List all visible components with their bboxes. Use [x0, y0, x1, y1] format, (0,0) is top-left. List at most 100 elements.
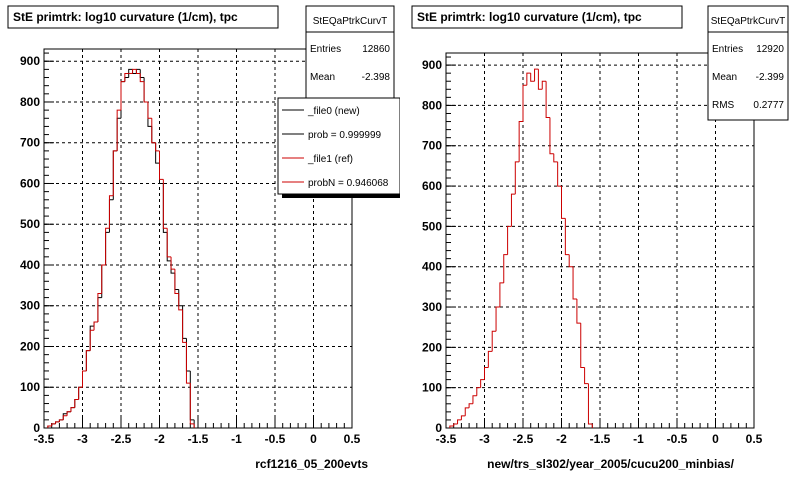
histogram-bin — [491, 330, 497, 352]
histogram-bin — [155, 142, 160, 152]
histogram-bin — [526, 72, 531, 86]
legend: _file0 (new) prob = 0.999999 _file1 (ref) p… — [277, 97, 400, 198]
histogram-bin — [576, 298, 581, 324]
x-tick-label: -0.5 — [667, 432, 688, 446]
histogram-bin — [47, 425, 52, 428]
x-axis-label: new/trs_sl302/year_2005/cucu200_minbias/ — [487, 457, 734, 471]
histogram-bin — [580, 323, 585, 369]
stats-mean-label: Mean — [310, 72, 335, 83]
stats-entries-value: 12860 — [362, 44, 390, 55]
histogram-bin — [568, 254, 574, 268]
histogram-bin — [537, 69, 543, 90]
histogram-bin — [128, 68, 133, 78]
histogram-bin — [189, 383, 195, 425]
y-tick-label: 900 — [422, 58, 442, 72]
histogram-bin — [549, 117, 554, 155]
legend-frame — [277, 97, 400, 195]
x-tick-label: -2 — [556, 432, 567, 446]
histogram-bin — [522, 84, 527, 122]
y-tick-label: 200 — [422, 340, 442, 354]
histogram-bin — [85, 350, 91, 371]
histogram-bin — [135, 69, 141, 74]
histogram-bin — [534, 68, 539, 82]
histogram-bin — [74, 398, 79, 408]
stats-rms-value: 0.2777 — [753, 100, 784, 111]
y-tick-label: 500 — [422, 219, 442, 233]
stats-rms-label: RMS — [712, 100, 735, 111]
x-tick-label: -3 — [77, 432, 88, 446]
x-tick-label: -2 — [154, 432, 165, 446]
histogram-bin — [97, 293, 102, 323]
stats-entries-value: 12920 — [756, 44, 784, 55]
y-tick-label: 300 — [20, 299, 40, 313]
left-histogram-panel: StE primtrk: log10 curvature (1/cm), tpc… — [7, 5, 400, 471]
histogram-bin — [116, 109, 121, 151]
histogram-bin — [101, 264, 106, 294]
x-tick-label: -2.5 — [111, 432, 132, 446]
histogram-bin — [561, 186, 566, 219]
stats-box-frame — [707, 5, 789, 121]
histogram-bin — [572, 266, 577, 300]
right-histogram-panel: StE primtrk: log10 curvature (1/cm), tpc… — [400, 0, 800, 480]
histogram-bin — [457, 419, 462, 424]
stats-mean-value: -2.398 — [362, 72, 391, 83]
y-tick-label: 0 — [33, 421, 40, 435]
histogram-bin — [112, 150, 118, 196]
histogram-bin — [557, 161, 562, 187]
histogram-bin — [147, 101, 152, 119]
legend-entry-label: probN = 0.946068 — [308, 178, 389, 189]
stats-box-frame — [305, 5, 395, 99]
x-tick-label: -0.5 — [265, 432, 286, 446]
histogram-bin — [449, 425, 454, 428]
histogram-bin — [55, 421, 60, 424]
stats-mean-value: -2.399 — [756, 72, 785, 83]
x-tick-label: 0.5 — [344, 432, 361, 446]
histogram-bin — [468, 403, 473, 408]
x-tick-label: 0 — [310, 432, 317, 446]
histogram-bin — [174, 269, 179, 295]
x-tick-label: -2.5 — [513, 432, 534, 446]
histogram-bin — [82, 370, 87, 388]
histogram-bin — [62, 415, 68, 420]
stats-entries-label: Entries — [310, 44, 341, 55]
histogram-bin — [132, 68, 137, 74]
x-tick-label: -3.5 — [34, 432, 55, 446]
histogram-bin — [480, 379, 485, 388]
histogram-bin — [472, 395, 477, 404]
histogram-bin — [584, 367, 589, 385]
histogram-bin — [518, 121, 523, 162]
stats-box: StEQaPtrkCurvT Entries 12860 Mean -2.398 — [305, 5, 395, 99]
stats-box: StEQaPtrkCurvT Entries 12920 Mean -2.399 RMS 0… — [707, 5, 789, 121]
histogram-bin — [78, 386, 83, 400]
histogram-bin — [170, 256, 175, 270]
stats-name: StEQaPtrkCurvT — [313, 16, 387, 27]
histogram-bin — [464, 407, 470, 416]
histogram-bin — [159, 150, 164, 180]
histogram-bin — [178, 293, 183, 311]
histogram-bin — [495, 306, 500, 332]
histogram-bin — [182, 309, 187, 343]
x-tick-label: 0 — [712, 432, 719, 446]
histogram-bin — [70, 407, 75, 412]
histogram-bin — [476, 387, 481, 396]
histogram-bin — [105, 227, 110, 265]
y-tick-label: 800 — [20, 95, 40, 109]
histogram-bin — [108, 195, 114, 229]
histogram-title: StE primtrk: log10 curvature (1/cm), tpc — [417, 10, 642, 24]
histogram-bin — [453, 423, 458, 426]
y-tick-label: 400 — [20, 258, 40, 272]
x-tick-label: -1.5 — [590, 432, 611, 446]
histogram-bin — [89, 329, 95, 351]
histogram-bin — [564, 218, 570, 256]
legend-entry-label: _file1 (ref) — [307, 154, 353, 165]
y-tick-label: 500 — [20, 217, 40, 231]
y-tick-label: 400 — [422, 260, 442, 274]
y-tick-label: 700 — [422, 139, 442, 153]
x-tick-label: -1 — [633, 432, 644, 446]
histogram-bin — [143, 81, 148, 103]
histogram-bin — [139, 73, 145, 83]
histogram-bin — [151, 118, 156, 144]
y-tick-label: 200 — [20, 339, 40, 353]
histogram-bin — [166, 228, 172, 258]
